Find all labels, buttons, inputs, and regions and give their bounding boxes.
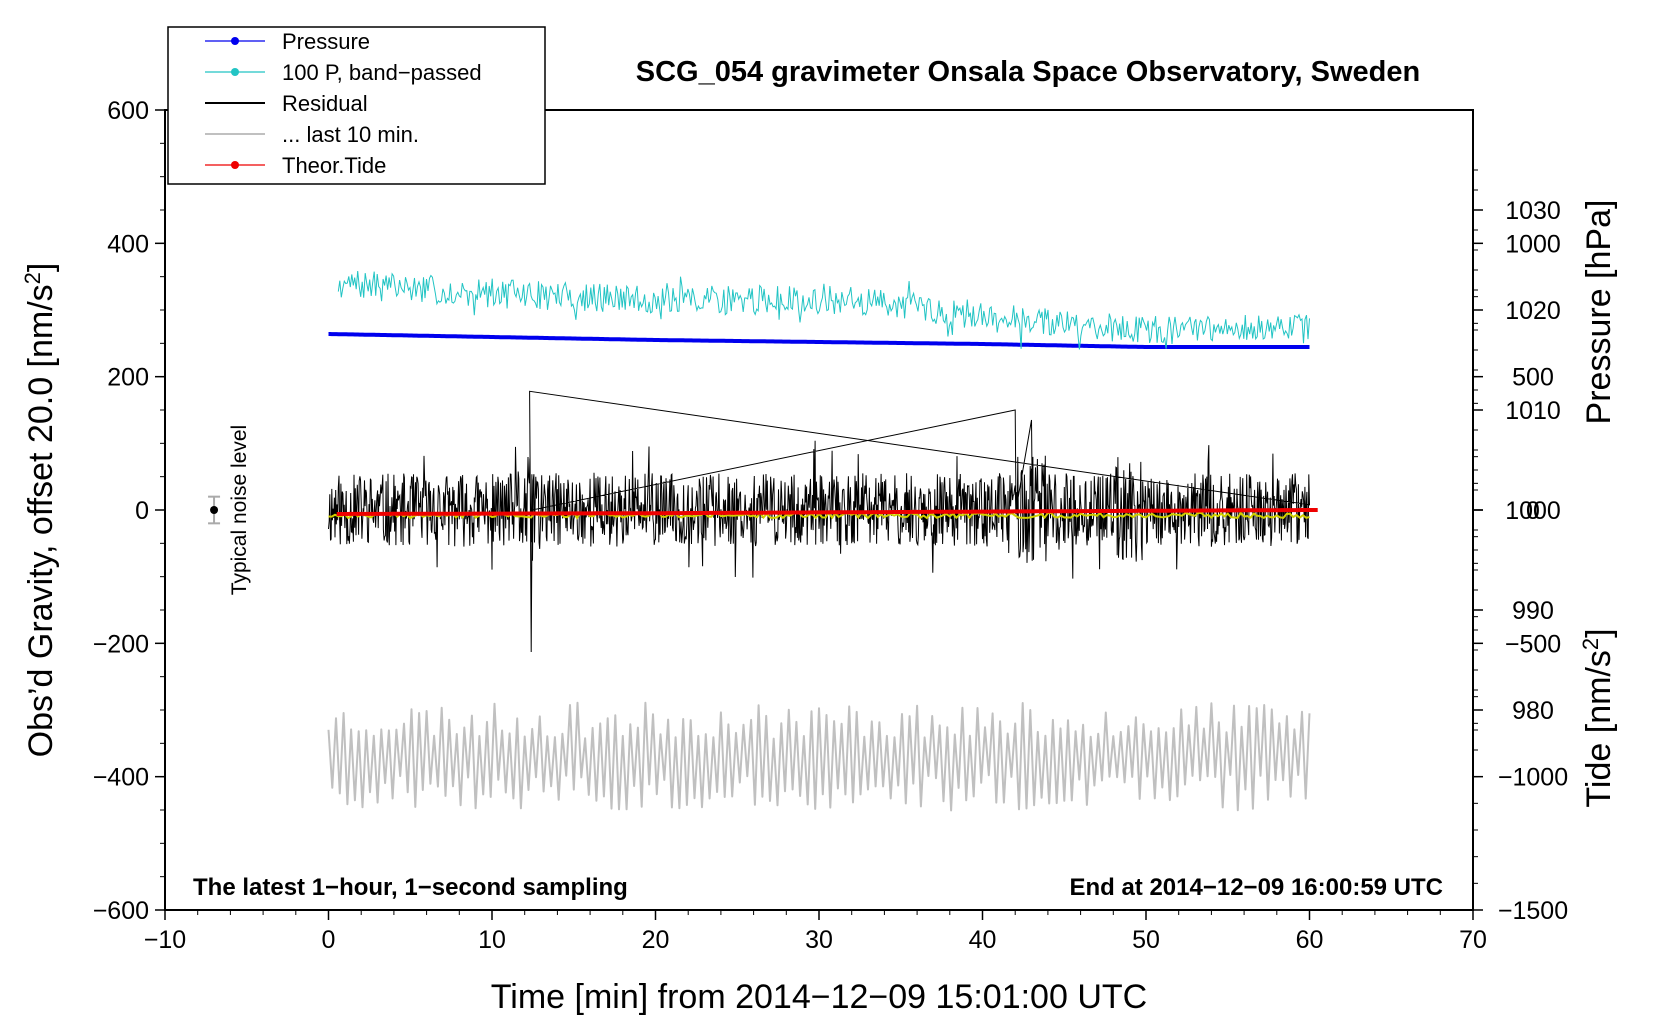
last-10-min-line [327, 701, 1311, 812]
legend-swatch-dot [231, 161, 239, 169]
tide-tick-label: 0 [1526, 497, 1540, 525]
theoretical-tide-line [336, 508, 1318, 516]
x-axis-title: Time [min] from 2014−12−09 15:01:00 UTC [491, 978, 1147, 1016]
pressure-tick-label: 1030 [1505, 197, 1561, 225]
legend-swatch-dot [231, 68, 239, 76]
y-left-tick-label: −600 [93, 897, 149, 925]
tide-tick-label: 1000 [1505, 230, 1561, 258]
pressure-axis: 1030 1020 1010 1000 990 980 [1473, 169, 1561, 751]
pressure-tick-label: 990 [1512, 597, 1554, 625]
y-left-axis-title-main: Obs’d Gravity, offset 20.0 [nm/s [22, 284, 60, 757]
tide-tick-label: −500 [1505, 630, 1561, 658]
noise-label: Typical noise level [228, 425, 251, 595]
noise-point [210, 506, 219, 514]
x-tick-label: 70 [1459, 926, 1487, 954]
tide-axis-title-close: ] [1580, 628, 1618, 637]
residual-line [328, 390, 1311, 653]
pressure-tick-label: 980 [1512, 697, 1554, 725]
tide-axis: 1000 500 0 −500 −1000 −1500 [1473, 230, 1568, 925]
y-left-tick-label: −200 [93, 630, 149, 658]
legend-swatch-dot [231, 37, 239, 45]
chart-title: SCG_054 gravimeter Onsala Space Observat… [636, 56, 1420, 88]
y-left-tick-label: 200 [107, 364, 149, 392]
legend-label: Pressure [282, 29, 370, 54]
y-left-axis-title: Obs’d Gravity, offset 20.0 [nm/s2] [20, 263, 60, 758]
legend-label: Theor.Tide [282, 153, 386, 178]
x-tick-label: 0 [322, 926, 336, 954]
legend-label: ... last 10 min. [282, 122, 419, 147]
x-tick-label: 50 [1132, 926, 1160, 954]
series-layer [327, 270, 1318, 812]
pressure-tick-label: 1000 [1505, 497, 1561, 525]
bottom-right-note: End at 2014−12−09 16:00:59 UTC [1069, 874, 1443, 901]
noise-marker [208, 495, 221, 525]
y-left-axis-title-sup: 2 [20, 272, 45, 284]
x-tick-label: −10 [144, 926, 186, 954]
tide-tick-label: −1000 [1498, 764, 1568, 792]
y-left-axis: 600 400 200 0 −200 −400 −600 [93, 97, 165, 925]
y-left-tick-label: −400 [93, 764, 149, 792]
legend-box [167, 26, 546, 185]
y-left-axis-title-close: ] [22, 263, 60, 272]
legend: Pressure 100 P, band−passed Residual ... la… [167, 26, 546, 185]
tide-axis-title-main: Tide [nm/s [1580, 650, 1618, 807]
y-left-tick-label: 400 [107, 230, 149, 258]
tide-tick-label: −1500 [1498, 897, 1568, 925]
tide-axis-title-sup: 2 [1578, 638, 1603, 650]
x-tick-label: 60 [1296, 926, 1324, 954]
legend-label: 100 P, band−passed [282, 60, 482, 85]
y-left-tick-label: 0 [135, 497, 149, 525]
x-tick-label: 10 [478, 926, 506, 954]
y-left-tick-label: 600 [107, 97, 149, 125]
pressure-axis-title: Pressure [hPa] [1580, 200, 1618, 425]
tide-axis-title: Tide [nm/s2] [1578, 628, 1618, 807]
x-tick-label: 20 [642, 926, 670, 954]
x-tick-label: 30 [805, 926, 833, 954]
bottom-left-note: The latest 1−hour, 1−second sampling [193, 874, 628, 901]
bandpassed-pressure-line [337, 270, 1310, 350]
x-tick-label: 40 [969, 926, 997, 954]
pressure-tick-label: 1020 [1505, 297, 1561, 325]
pressure-tick-label: 1010 [1505, 397, 1561, 425]
pressure-line [328, 332, 1310, 349]
legend-label: Residual [282, 91, 368, 116]
x-axis: −10 0 10 20 30 40 50 60 70 [144, 910, 1487, 954]
tide-tick-label: 500 [1512, 364, 1554, 392]
